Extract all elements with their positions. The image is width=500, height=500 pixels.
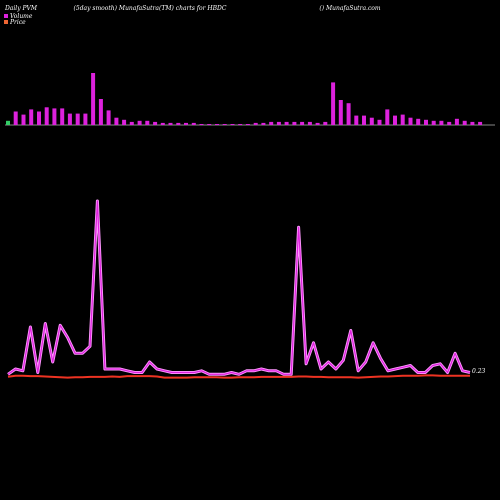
volume-bar bbox=[37, 111, 41, 125]
volume-bar bbox=[276, 121, 281, 125]
volume-bar bbox=[470, 121, 475, 125]
volume-bar bbox=[191, 122, 196, 125]
volume-bar bbox=[168, 122, 173, 125]
volume-bar bbox=[346, 103, 351, 125]
volume-bar bbox=[184, 122, 188, 125]
volume-bar bbox=[331, 82, 336, 125]
volume-bar bbox=[292, 121, 297, 125]
volume-bar bbox=[447, 121, 452, 125]
volume-bar bbox=[222, 124, 227, 125]
volume-bar bbox=[431, 120, 436, 125]
volume-bar bbox=[160, 122, 165, 125]
volume-bar bbox=[75, 113, 80, 125]
volume-bar bbox=[307, 121, 312, 125]
legend-price-swatch bbox=[4, 20, 8, 24]
volume-bar bbox=[98, 99, 103, 125]
volume-bar bbox=[385, 109, 390, 125]
volume-bar bbox=[83, 113, 88, 125]
volume-bar bbox=[416, 118, 421, 125]
legend: Volume Price bbox=[4, 13, 33, 26]
volume-bar bbox=[207, 124, 212, 125]
volume-bar bbox=[462, 120, 467, 125]
volume-bar bbox=[300, 121, 305, 125]
volume-bar bbox=[261, 122, 266, 125]
volume-bar bbox=[153, 121, 158, 125]
volume-bar bbox=[315, 122, 320, 125]
legend-volume-swatch bbox=[4, 14, 8, 18]
header-left: Daily PVM bbox=[4, 5, 38, 12]
volume-bar bbox=[176, 122, 181, 125]
volume-bar bbox=[91, 73, 96, 125]
volume-bar bbox=[245, 124, 250, 125]
header-center: (5day smooth) MunafaSutra(TM) charts for… bbox=[74, 5, 227, 12]
volume-bar bbox=[52, 108, 57, 125]
volume-bar bbox=[369, 117, 374, 125]
pvm-lines bbox=[7, 199, 471, 379]
volume-bar bbox=[338, 100, 343, 125]
volume-bar bbox=[323, 121, 328, 125]
volume-bar bbox=[269, 121, 274, 125]
volume-bar bbox=[145, 120, 150, 125]
volume-bar bbox=[478, 121, 483, 125]
volume-bar bbox=[393, 115, 397, 125]
volume-bar bbox=[362, 115, 366, 125]
volume-bar bbox=[60, 108, 65, 125]
volume-bar bbox=[129, 121, 134, 125]
price-end-label: 0.23 bbox=[472, 368, 486, 375]
volume-bars bbox=[6, 73, 483, 125]
volume-bar bbox=[354, 115, 359, 125]
volume-bar bbox=[253, 122, 258, 125]
price-line bbox=[7, 374, 470, 379]
volume-bar bbox=[6, 120, 10, 125]
volume-bar bbox=[137, 120, 142, 125]
volume-bar bbox=[284, 121, 289, 125]
volume-bar bbox=[439, 120, 444, 125]
volume-bar bbox=[408, 117, 413, 125]
legend-volume-label: Volume bbox=[10, 13, 33, 20]
volume-line-glow bbox=[7, 199, 471, 376]
volume-bar bbox=[21, 114, 26, 125]
volume-bar bbox=[454, 118, 459, 125]
volume-bar bbox=[67, 113, 72, 125]
volume-bar bbox=[424, 119, 428, 125]
volume-bar bbox=[44, 107, 49, 125]
volume-bar bbox=[400, 114, 405, 125]
volume-bar bbox=[29, 109, 34, 125]
volume-bar bbox=[238, 124, 243, 125]
volume-bar bbox=[122, 119, 127, 125]
legend-price-label: Price bbox=[9, 19, 26, 26]
volume-bar bbox=[106, 110, 111, 125]
volume-bar bbox=[215, 124, 219, 125]
volume-bar bbox=[114, 117, 119, 125]
header-right: () MunafaSutra.com bbox=[319, 5, 381, 12]
volume-line bbox=[7, 200, 471, 375]
volume-bar bbox=[230, 124, 235, 125]
volume-bar bbox=[199, 124, 204, 125]
volume-bar bbox=[13, 111, 18, 125]
volume-bar bbox=[377, 119, 382, 125]
